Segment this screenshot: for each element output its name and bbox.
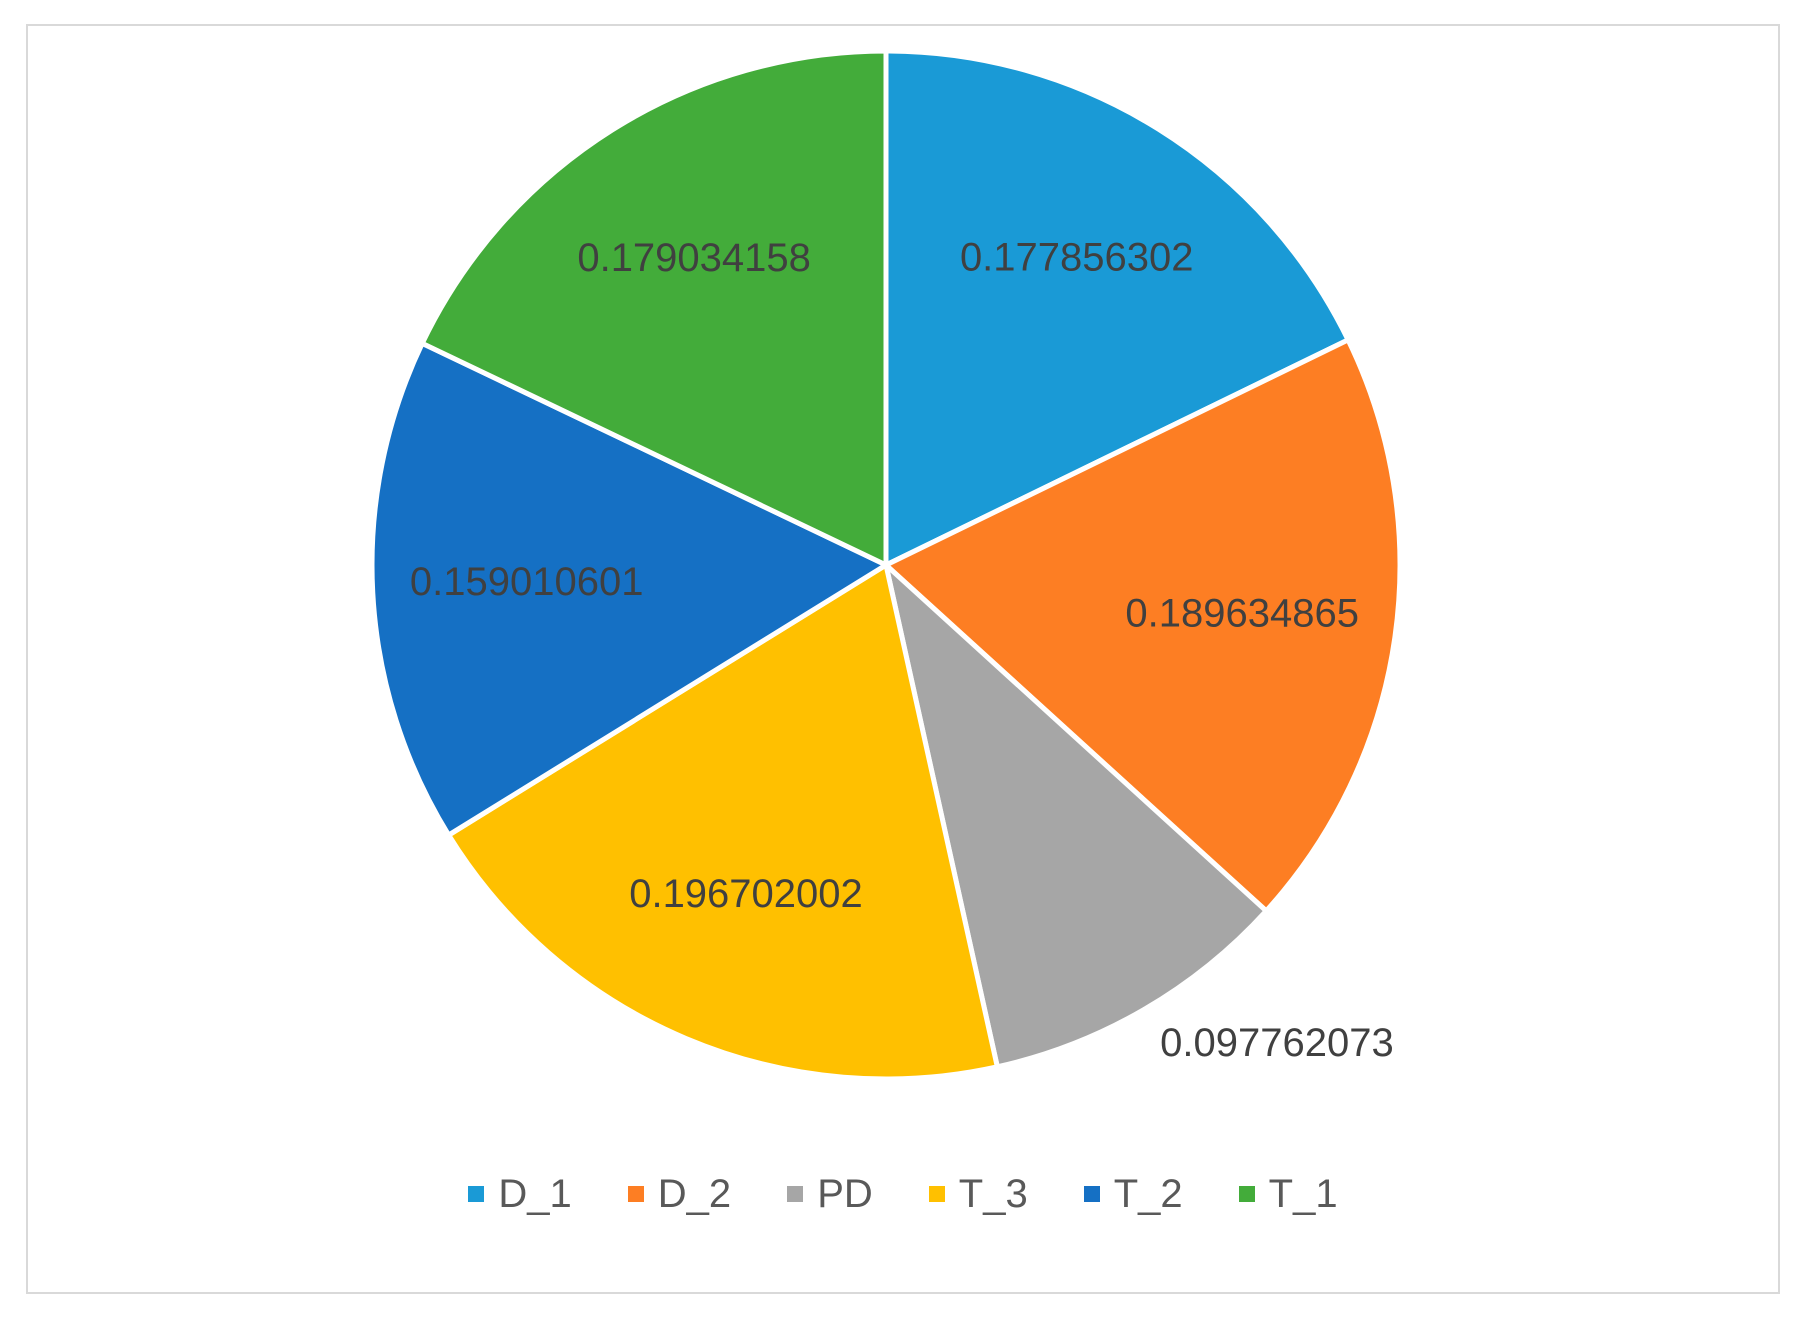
pie-slice-t2	[369, 340, 889, 838]
legend-swatch-d2	[627, 1186, 644, 1202]
data-label-t1: 0.179034158	[577, 236, 811, 280]
data-label-t3: 0.196702002	[629, 872, 863, 916]
legend-swatch-t3	[928, 1186, 945, 1202]
legend-swatch-t2	[1083, 1186, 1100, 1202]
pie-chart: 0.177856302 0.189634865 0.097762073 0.19670…	[369, 48, 1403, 1082]
pie-slice-pd	[883, 562, 1269, 1070]
legend-label-d1: D_1	[498, 1172, 572, 1216]
pie-slice-t1	[419, 48, 889, 568]
data-label-pd: 0.097762073	[1160, 1021, 1394, 1065]
legend-swatch-pd	[787, 1186, 804, 1202]
data-label-t2: 0.159010601	[410, 560, 644, 604]
legend-item-t3: T_3	[928, 1172, 1028, 1216]
legend-swatch-d1	[468, 1186, 485, 1202]
legend-item-t1: T_1	[1238, 1172, 1338, 1216]
legend-item-d2: D_2	[627, 1172, 732, 1216]
data-label-d2: 0.189634865	[1125, 592, 1359, 636]
legend-label-d2: D_2	[657, 1172, 732, 1216]
legend-swatch-t1	[1238, 1186, 1255, 1202]
legend: D_1 D_2 PD T_3 T_2 T_1	[28, 1174, 1778, 1214]
legend-item-d1: D_1	[468, 1172, 572, 1216]
legend-item-pd: PD	[787, 1174, 873, 1214]
legend-item-t2: T_2	[1083, 1172, 1183, 1216]
legend-label-t2: T_2	[1113, 1172, 1183, 1216]
data-label-d1: 0.177856302	[960, 235, 1194, 279]
pie-slice-t3	[446, 562, 1000, 1082]
pie-slice-d1	[883, 48, 1351, 568]
legend-label-t1: T_1	[1268, 1172, 1338, 1216]
legend-label-t3: T_3	[958, 1172, 1028, 1216]
pie-slice-d2	[883, 337, 1403, 914]
legend-label-pd: PD	[817, 1172, 873, 1216]
chart-frame: 0.177856302 0.189634865 0.097762073 0.19670…	[26, 24, 1780, 1294]
